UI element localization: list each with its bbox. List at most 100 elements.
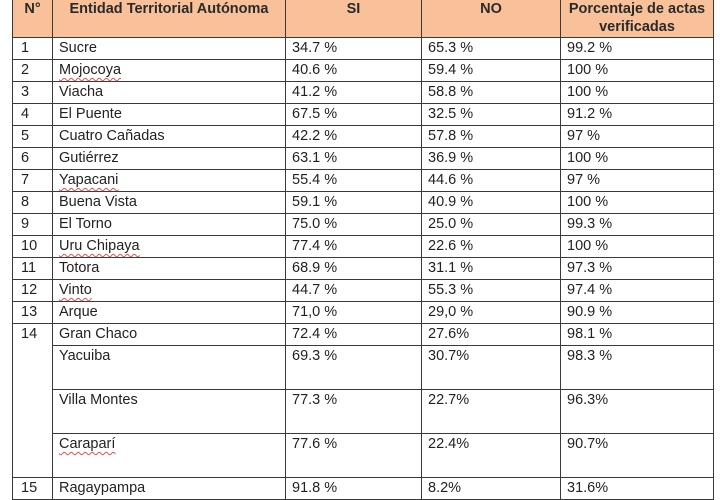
table-row: 6 Gutiérrez 63.1 % 36.9 % 100 % <box>12 147 714 170</box>
row-pct: 100 % <box>560 235 714 258</box>
row-si: 63.1 % <box>285 147 422 170</box>
row-no: 40.9 % <box>421 191 561 214</box>
row-entity-label: Yapacani <box>59 172 119 188</box>
row-pct: 98.3 % <box>560 345 714 390</box>
row-pct: 97 % <box>560 169 714 192</box>
row-entity: Mojocoya <box>52 59 286 82</box>
row-pct: 96.3% <box>560 389 714 434</box>
row-no: 55.3 % <box>421 279 561 302</box>
row-no: 29,0 % <box>421 301 561 324</box>
table-row: 8 Buena Vista 59.1 % 40.9 % 100 % <box>12 191 714 214</box>
row-number: 15 <box>12 477 53 500</box>
row-si: 75.0 % <box>285 213 422 236</box>
table-row: Villa Montes 77.3 % 22.7% 96.3% <box>13 389 714 434</box>
row-si: 77.6 % <box>285 433 422 478</box>
row-no: 36.9 % <box>421 147 561 170</box>
table-row: 1 Sucre 34.7 % 65.3 % 99.2 % <box>12 37 714 60</box>
row-no: 8.2% <box>421 477 561 500</box>
row-si: 67.5 % <box>285 103 422 126</box>
header-si: SI <box>285 0 422 38</box>
row-pct: 99.2 % <box>560 37 714 60</box>
row-pct: 90.7% <box>560 433 714 478</box>
row-no: 31.1 % <box>421 257 561 280</box>
header-percentage: Porcentaje de actas verificadas <box>560 0 714 38</box>
row-si: 68.9 % <box>285 257 422 280</box>
row-number: 7 <box>12 169 53 192</box>
row-entity: Arque <box>52 301 286 324</box>
row-si: 77.4 % <box>285 235 422 258</box>
row-no: 44.6 % <box>421 169 561 192</box>
table-row: 10 Uru Chipaya 77.4 % 22.6 % 100 % <box>12 235 714 258</box>
results-table: N° Entidad Territorial Autónoma SI NO Po… <box>12 0 714 500</box>
header-entity: Entidad Territorial Autónoma <box>52 0 286 38</box>
table-row: 11 Totora 68.9 % 31.1 % 97.3 % <box>12 257 714 280</box>
row-si: 69.3 % <box>285 345 422 390</box>
row-pct: 100 % <box>560 191 714 214</box>
row-entity: Buena Vista <box>52 191 286 214</box>
row-entity: Yapacani <box>52 169 286 192</box>
table-row: 12 Vinto 44.7 % 55.3 % 97.4 % <box>12 279 714 302</box>
row-entity: Villa Montes <box>52 389 286 434</box>
row-number: 13 <box>12 301 53 324</box>
table-row: 15 Ragaypampa 91.8 % 8.2% 31.6% <box>12 477 714 500</box>
row-number: 12 <box>12 279 53 302</box>
header-no: NO <box>421 0 561 38</box>
row-no: 22.7% <box>421 389 561 434</box>
row-entity: El Torno <box>52 213 286 236</box>
table-row: 5 Cuatro Cañadas 42.2 % 57.8 % 97 % <box>12 125 714 148</box>
table-row: Caraparí 77.6 % 22.4% 90.7% <box>13 433 714 478</box>
row-number: 5 <box>12 125 53 148</box>
row-number: 10 <box>12 235 53 258</box>
table-row: 7 Yapacani 55.4 % 44.6 % 97 % <box>12 169 714 192</box>
row-si: 41.2 % <box>285 81 422 104</box>
row-pct: 98.1 % <box>560 323 714 346</box>
row-number: 9 <box>12 213 53 236</box>
row-entity: Gutiérrez <box>52 147 286 170</box>
table-row: Yacuiba 69.3 % 30.7% 98.3 % <box>13 345 714 390</box>
row-no: 27.6% <box>421 323 561 346</box>
table-row: 9 El Torno 75.0 % 25.0 % 99.3 % <box>12 213 714 236</box>
row-pct: 97.3 % <box>560 257 714 280</box>
row-number: 3 <box>12 81 53 104</box>
row-number: 6 <box>12 147 53 170</box>
row-no: 32.5 % <box>421 103 561 126</box>
row-no: 59.4 % <box>421 59 561 82</box>
row-si: 44.7 % <box>285 279 422 302</box>
row-no: 22.4% <box>421 433 561 478</box>
row-entity: Sucre <box>52 37 286 60</box>
row-si: 71,0 % <box>285 301 422 324</box>
row-number: 14 <box>12 323 53 478</box>
row-pct: 97.4 % <box>560 279 714 302</box>
row-si: 59.1 % <box>285 191 422 214</box>
row-pct: 100 % <box>560 81 714 104</box>
row-pct: 97 % <box>560 125 714 148</box>
row-entity: Uru Chipaya <box>52 235 286 258</box>
table-row: 13 Arque 71,0 % 29,0 % 90.9 % <box>12 301 714 324</box>
row-pct: 90.9 % <box>560 301 714 324</box>
row-si: 77.3 % <box>285 389 422 434</box>
row-si: 91.8 % <box>285 477 422 500</box>
row-si: 40.6 % <box>285 59 422 82</box>
row-entity: Gran Chaco <box>52 323 286 346</box>
table-row: 3 Viacha 41.2 % 58.8 % 100 % <box>12 81 714 104</box>
header-row: N° Entidad Territorial Autónoma SI NO Po… <box>12 0 714 38</box>
row-number: 8 <box>12 191 53 214</box>
row-no: 65.3 % <box>421 37 561 60</box>
row-entity: Caraparí <box>52 433 286 478</box>
row-no: 30.7% <box>421 345 561 390</box>
row-entity: Viacha <box>52 81 286 104</box>
row-entity: Totora <box>52 257 286 280</box>
row-pct: 31.6% <box>560 477 714 500</box>
row-number: 4 <box>12 103 53 126</box>
row-entity-label: Mojocoya <box>59 62 122 78</box>
row-si: 42.2 % <box>285 125 422 148</box>
row-no: 25.0 % <box>421 213 561 236</box>
row-number: 1 <box>12 37 53 60</box>
row-pct: 100 % <box>560 59 714 82</box>
row-entity: Yacuiba <box>52 345 286 390</box>
table-row: 2 Mojocoya 40.6 % 59.4 % 100 % <box>12 59 714 82</box>
table-row: 4 El Puente 67.5 % 32.5 % 91.2 % <box>12 103 714 126</box>
row-si: 34.7 % <box>285 37 422 60</box>
row-no: 22.6 % <box>421 235 561 258</box>
row-number: 11 <box>12 257 53 280</box>
